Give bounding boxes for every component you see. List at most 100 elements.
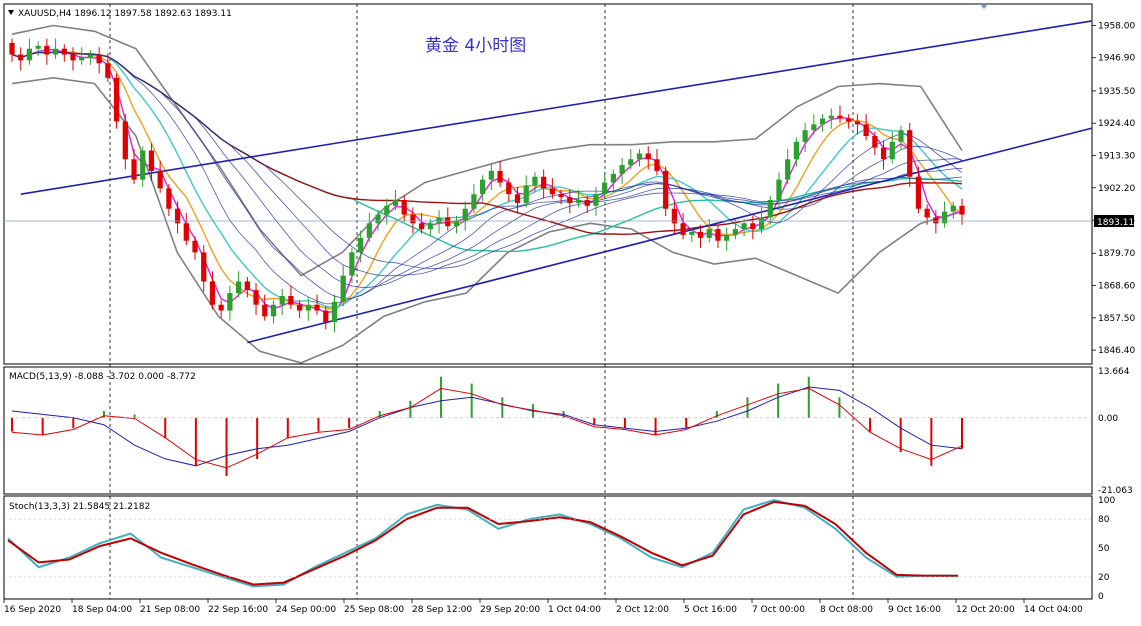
candle-body [941,211,948,224]
candle-body [480,179,486,195]
candle-body [358,237,364,253]
stoch-tick-label: 80 [1098,515,1110,525]
candle-body [732,229,739,235]
candle-body [636,153,643,160]
bollinger-lower [11,76,963,364]
time-tick-label: 21 Sep 08:00 [140,605,200,615]
candle-body [872,136,878,148]
shift-marker-icon[interactable] [980,4,988,9]
candle-body [366,223,372,238]
channel-upper-line [20,20,1093,195]
candle-body [192,240,198,253]
candlestick-series [9,38,965,333]
candle-body [427,223,433,230]
candle-body [44,45,50,55]
candle-body [279,296,285,305]
candle-body [61,48,67,55]
candle-body [514,194,521,203]
macd-tick-label: 13.664 [1098,367,1130,377]
candle-body [558,194,564,198]
candle-body [96,54,102,64]
candle-body [846,118,852,122]
price-pane [3,3,1093,365]
candle-body [471,194,477,209]
channel-lower-line [247,127,1093,344]
candle-body [697,232,704,238]
time-tick-label: 7 Oct 00:00 [752,605,805,615]
candle-body [270,304,277,317]
price-tick-label: 1935.50 [1098,87,1135,97]
price-tick-label: 1946.90 [1098,54,1135,64]
candle-body [244,281,250,291]
candle-body [148,150,155,171]
macd-signal-line [11,386,963,467]
time-tick-label: 8 Oct 08:00 [820,605,873,615]
macd-pane [3,366,1093,495]
candle-body [314,304,320,311]
candle-body [541,176,547,189]
candle-body [497,170,503,183]
moving-averages [11,49,963,314]
candle-body [863,124,869,136]
candle-body [645,153,651,160]
candle-body [52,48,59,55]
candle-body [79,57,85,61]
macd-header: MACD(5,13,9) -8.088 -3.702 0.000 -8.772 [9,372,196,382]
candle-body [323,310,329,323]
candle-body [549,188,555,195]
candle-body [619,165,625,174]
candle-body [384,205,390,215]
bollinger-upper [11,24,963,277]
current-price-label: 1893.11 [1097,218,1134,228]
candle-body [802,130,808,142]
candle-body [26,48,33,61]
time-tick-label: 14 Oct 04:00 [1024,605,1083,615]
candle-body [105,63,111,78]
candle-body [35,45,41,49]
candle-body [924,208,930,218]
macd-main-line [11,387,963,469]
candle-body [715,229,721,241]
candle-body [209,281,216,305]
candle-body [907,130,913,177]
stoch-tick-label: 50 [1098,544,1110,554]
candle-body [288,296,294,305]
candle-body [410,214,416,224]
bollinger-bands [11,24,963,364]
collapse-arrow-icon[interactable] [8,10,14,15]
price-axis: 1958.00 1946.90 1935.50 1924.40 1913.30 1902.… [4,21,1135,602]
candle-body [166,188,172,209]
macd-series [11,376,963,477]
candle-body [436,217,442,224]
price-tick-label: 1902.20 [1098,184,1135,194]
macd-tick-label: 0.00 [1098,414,1118,424]
candle-body [532,176,538,186]
candle-body [602,182,608,195]
price-tick-label: 1924.40 [1098,119,1135,129]
stochastic-series [7,498,958,588]
macd-tick-label: -21.063 [1098,486,1133,496]
candle-body [453,220,460,227]
candle-body [523,185,529,203]
candle-body [349,252,355,276]
candle-body [174,208,181,224]
moving-average-3 [11,51,963,309]
price-tick-label: 1857.50 [1098,314,1135,324]
candle-body [959,205,965,215]
price-tick-label: 1879.70 [1098,249,1135,259]
candle-body [854,121,861,125]
candle-body [9,42,15,55]
candle-body [724,234,730,241]
candle-body [183,223,189,241]
candle-body [785,159,791,180]
time-tick-label: 5 Oct 16:00 [684,605,737,615]
stoch-header: Stoch(13,3,3) 21.5845 21.2182 [9,502,150,512]
time-tick-label: 16 Sep 2020 [4,605,61,615]
candle-body [305,304,311,311]
time-tick-label: 25 Sep 08:00 [344,605,404,615]
candle-body [793,141,800,160]
candle-body [462,208,468,221]
price-tick-label: 1846.40 [1098,346,1135,356]
